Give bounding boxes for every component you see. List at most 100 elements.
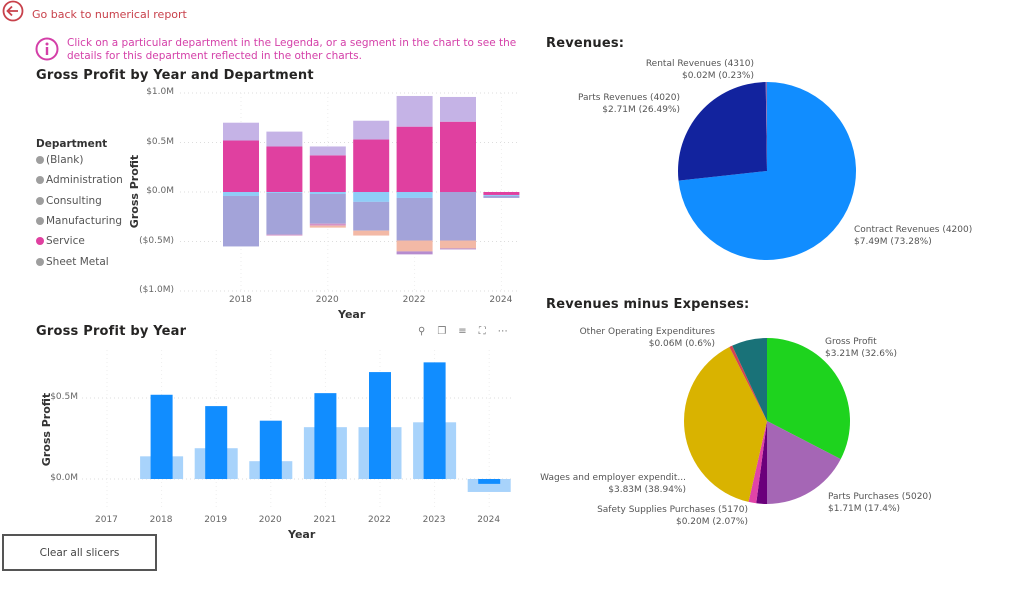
bar-segment-2024[interactable]: [483, 192, 520, 195]
bar-segment-2023[interactable]: [440, 96, 476, 122]
pie-label: Safety Supplies Purchases (5170) $0.20M (…: [597, 504, 748, 528]
bar-segment-2024[interactable]: [483, 194, 520, 196]
y-tick-label: $0.5M: [50, 392, 78, 402]
legend-label: Sheet Metal: [46, 255, 109, 268]
bar-segment-2020[interactable]: [309, 155, 346, 192]
pie-slice-unlabeled[interactable]: [732, 338, 767, 421]
more-options-icon[interactable]: ⋯: [497, 326, 508, 337]
visual-header: ⚲ ❐ ≡ ⛶ ⋯: [418, 326, 508, 337]
y-tick-label: ($0.5M): [139, 235, 174, 246]
bar-segment-2020[interactable]: [309, 146, 346, 156]
pie-slice-safety[interactable]: [756, 421, 767, 504]
bar-segment-2018[interactable]: [223, 122, 259, 141]
y-tick-label: $0.0M: [50, 473, 78, 483]
legend-label: (Blank): [46, 154, 84, 166]
pie-slice-parts[interactable]: [767, 421, 841, 504]
bar-segment-2022[interactable]: [396, 95, 433, 127]
y-axis-title: Gross Profit: [40, 392, 54, 467]
y-tick-label: ($1.0M): [139, 285, 174, 295]
x-tick-label: 2023: [422, 515, 446, 525]
pie-label: Contract Revenues (4200) $7.49M (73.28%): [854, 224, 972, 248]
bar-segment-2023[interactable]: [440, 121, 476, 192]
gross-profit-bar-2024[interactable]: [478, 479, 501, 484]
gross-profit-bar-2022[interactable]: [369, 372, 391, 479]
legend-item-sheetmetal[interactable]: Sheet Metal: [36, 256, 109, 268]
bar-segment-2019[interactable]: [266, 192, 303, 193]
legend-label: Service: [46, 235, 85, 248]
stacked-chart-title: Gross Profit by Year and Department: [36, 68, 314, 83]
slice-value: $1.71M (17.4%): [828, 504, 901, 514]
bar-segment-2024[interactable]: [483, 195, 520, 198]
bar-segment-2018[interactable]: [223, 192, 259, 196]
legend-item-consulting[interactable]: Consulting: [36, 195, 102, 207]
bar-segment-2021[interactable]: [353, 120, 390, 140]
pie-label: Rental Revenues (4310) $0.02M (0.23%): [646, 58, 754, 82]
filter-icon[interactable]: ≡: [458, 326, 467, 337]
legend-dot: [36, 216, 44, 225]
pie-slice-parts[interactable]: [678, 82, 767, 181]
legend-dot: [36, 176, 44, 185]
slice-name: Contract Revenues (4200): [854, 225, 973, 235]
gross-profit-bar-2018[interactable]: [150, 394, 173, 479]
bar-segment-2021[interactable]: [353, 139, 390, 192]
x-tick-label: 2021: [313, 515, 337, 525]
back-arrow-icon[interactable]: [2, 0, 24, 22]
bar-segment-2019[interactable]: [266, 234, 303, 236]
bar-segment-2022[interactable]: [396, 126, 433, 192]
slice-value: $3.83M (38.94%): [608, 485, 686, 495]
focus-mode-icon[interactable]: ⛶: [478, 326, 486, 337]
slice-value: $0.06M (0.6%): [648, 339, 715, 349]
bar-segment-2021[interactable]: [353, 230, 390, 236]
pie-label: Gross Profit $3.21M (32.6%): [825, 336, 897, 360]
pie-slice-wages[interactable]: [683, 347, 767, 502]
x-tick-label: 2019: [204, 515, 228, 525]
bar-segment-2022[interactable]: [396, 251, 433, 255]
pie-slice-unlabeled[interactable]: [748, 421, 767, 504]
pie-slice-gross[interactable]: [767, 338, 851, 460]
bar-segment-2019[interactable]: [266, 131, 303, 147]
bar-segment-2020[interactable]: [309, 225, 346, 228]
back-to-report-link[interactable]: Go back to numerical report: [32, 8, 187, 21]
legend-label: Manufacturing: [46, 214, 123, 227]
slice-name: Parts Purchases (5020): [828, 492, 932, 502]
bar-segment-2021[interactable]: [353, 192, 390, 202]
bar-segment-2021[interactable]: [353, 201, 390, 231]
gross-profit-bar-2019[interactable]: [205, 406, 228, 479]
gross-profit-bar-2023[interactable]: [423, 362, 446, 479]
legend-dot: [36, 257, 44, 266]
legend-item-administration[interactable]: Administration: [36, 174, 123, 186]
x-tick-label: 2020: [258, 515, 282, 525]
gross-profit-bar-2021[interactable]: [314, 393, 337, 479]
bar-segment-2022[interactable]: [396, 197, 433, 241]
bar-segment-2018[interactable]: [223, 140, 259, 192]
year-chart-title: Gross Profit by Year: [36, 324, 187, 339]
bar-segment-2023[interactable]: [440, 240, 476, 249]
gross-profit-bar-2020[interactable]: [259, 420, 282, 479]
pie-label: Parts Revenues (4020) $2.71M (26.49%): [578, 92, 680, 116]
slice-name: Wages and employer expendit...: [540, 473, 686, 483]
legend-item-blank[interactable]: (Blank): [36, 154, 83, 166]
bar-segment-2018[interactable]: [223, 195, 259, 247]
bar-segment-2020[interactable]: [309, 223, 346, 226]
bar-segment-2020[interactable]: [309, 193, 346, 224]
clear-all-slicers-button[interactable]: Clear all slicers: [2, 534, 157, 571]
legend-item-service[interactable]: Service: [36, 235, 85, 247]
bar-segment-2022[interactable]: [396, 192, 433, 198]
copy-icon[interactable]: ❐: [437, 326, 447, 337]
bar-segment-2022[interactable]: [396, 240, 433, 252]
bar-segment-2019[interactable]: [266, 146, 303, 192]
pin-icon[interactable]: ⚲: [418, 326, 426, 337]
pie-label: Other Operating Expenditures $0.06M (0.6%…: [580, 326, 715, 350]
bar-segment-2020[interactable]: [309, 192, 346, 194]
bar-segment-2019[interactable]: [266, 192, 303, 235]
legend-item-manufacturing[interactable]: Manufacturing: [36, 215, 122, 227]
bar-segment-2023[interactable]: [440, 248, 476, 250]
pie-slice-other[interactable]: [729, 345, 767, 421]
pie-slice-rental[interactable]: [765, 82, 767, 171]
pie-slice-contract[interactable]: [678, 82, 857, 260]
bar-segment-2023[interactable]: [440, 192, 476, 241]
info-icon: [35, 37, 59, 61]
slice-value: $3.21M (32.6%): [825, 349, 898, 359]
x-tick-label: 2017: [95, 515, 118, 525]
